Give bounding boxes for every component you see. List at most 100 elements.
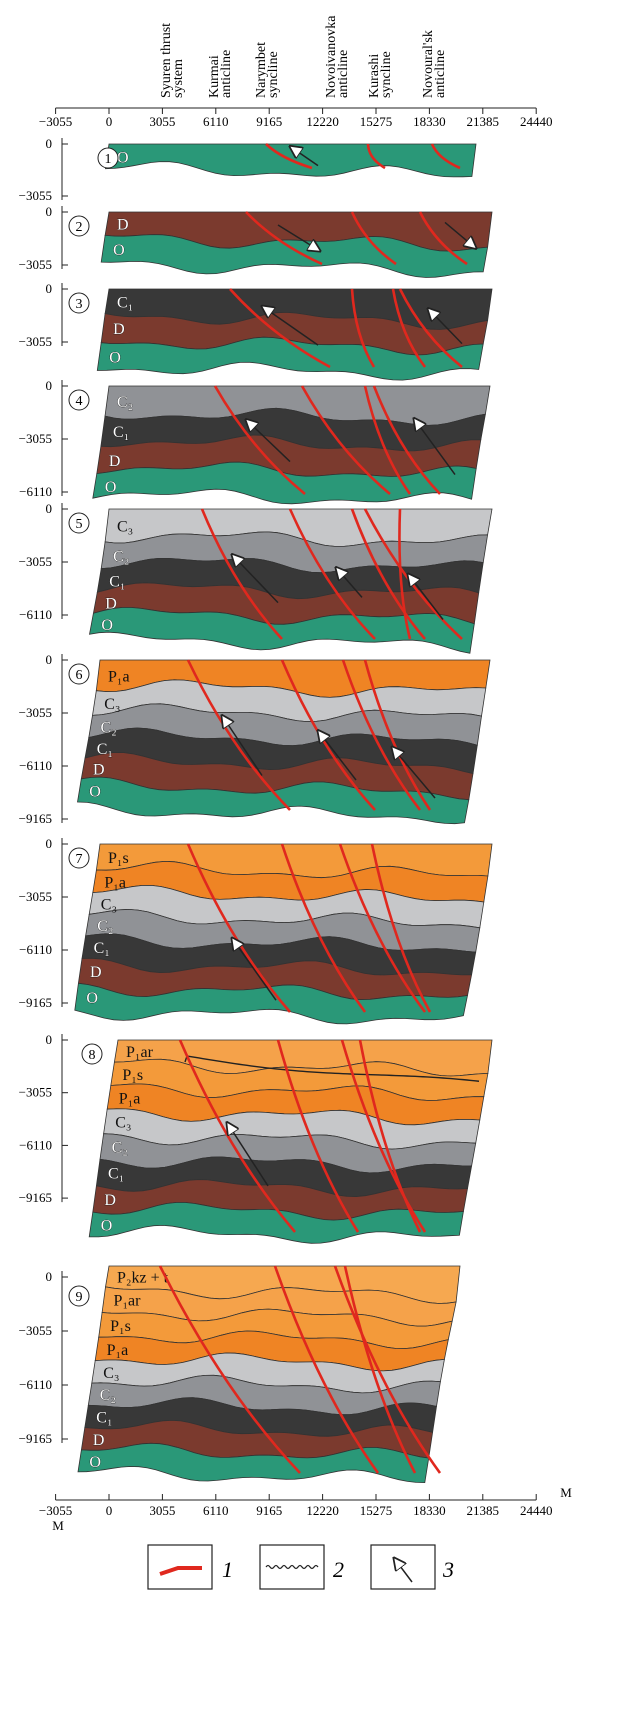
y-axis-label: −3055 xyxy=(19,334,52,349)
layer-label: P₁s xyxy=(110,1318,131,1335)
y-axis-label: −3055 xyxy=(19,1323,52,1338)
bottom-axis-label: 9165 xyxy=(256,1503,282,1518)
top-axis-label: 0 xyxy=(106,114,113,129)
y-axis-label: 0 xyxy=(46,281,53,296)
layer-label: C₂ xyxy=(117,394,133,411)
bottom-axis-label: 3055 xyxy=(149,1503,175,1518)
y-axis-label: −3055 xyxy=(19,554,52,569)
layer-label: C₂ xyxy=(112,1139,128,1156)
bottom-axis-label: 21385 xyxy=(467,1503,500,1518)
legend-fault-icon xyxy=(160,1568,202,1574)
layer-label: C₃ xyxy=(104,696,120,713)
layer-label: D xyxy=(117,217,129,234)
top-axis-label: 18330 xyxy=(413,114,446,129)
layer-label: D xyxy=(93,761,105,778)
layer-label: C₂ xyxy=(97,918,113,935)
y-axis-label: −9165 xyxy=(19,811,52,826)
top-axis-label: 6110 xyxy=(203,114,229,129)
y-axis-label: −9165 xyxy=(19,1431,52,1446)
panel: 0−3055−6110−9165P₁arP₁sP₁aC₃C₂C₁DO8 xyxy=(19,1032,492,1243)
panel: 0 −3055 C₁ DO 3 xyxy=(19,281,492,380)
panel-number: 7 xyxy=(76,852,83,867)
y-axis-label: −3055 xyxy=(19,188,52,203)
layer-label: C₂ xyxy=(113,548,129,565)
legend-label: 1 xyxy=(222,1557,233,1582)
figure: Syuren thrustsystemKurmaianticlineNarymb… xyxy=(0,0,632,1712)
layer-label: D xyxy=(113,321,125,338)
layer-label: P₁ar xyxy=(126,1044,154,1061)
layer-label: C₂ xyxy=(100,1387,116,1404)
layer-label: D xyxy=(90,964,102,981)
legend-box xyxy=(371,1545,435,1589)
y-axis-label: −6110 xyxy=(19,484,52,499)
axis-unit: M xyxy=(52,1518,64,1533)
legend-label: 2 xyxy=(333,1557,344,1582)
layer-label: C₁ xyxy=(96,1409,112,1426)
layer-label: O xyxy=(109,350,121,367)
layer-label: C₁ xyxy=(108,1166,124,1183)
panel-number: 4 xyxy=(76,394,83,409)
panel: 0−3055−6110−9165P₂kz + tP₁arP₁sP₁aC₃C₂C₁… xyxy=(19,1266,460,1483)
axis-unit: M xyxy=(560,1485,572,1500)
top-axis-label: 15275 xyxy=(360,114,393,129)
layer-label: C₃ xyxy=(101,896,117,913)
layer-label: O xyxy=(105,479,117,496)
y-axis-label: −6110 xyxy=(19,607,52,622)
layer-label: D xyxy=(104,1192,116,1209)
layer-label: P₁ar xyxy=(114,1293,142,1310)
y-axis-label: −9165 xyxy=(19,1190,52,1205)
layer-label: C₃ xyxy=(103,1365,119,1382)
panel-number: 5 xyxy=(76,517,83,532)
y-axis-label: −6110 xyxy=(19,1137,52,1152)
y-axis-label: 0 xyxy=(46,136,53,151)
panel: 0−3055DO2 xyxy=(19,204,492,278)
top-axis-label: 3055 xyxy=(149,114,175,129)
panel-number: 6 xyxy=(76,668,83,683)
top-axis-label: −3055 xyxy=(39,114,72,129)
layer-label: O xyxy=(117,149,129,166)
panel: 0 −3055 O1 xyxy=(19,136,476,203)
y-axis-label: 0 xyxy=(46,378,53,393)
panel-number: 8 xyxy=(89,1048,96,1063)
legend-arrow-icon xyxy=(394,1558,412,1582)
y-axis-label: −9165 xyxy=(19,995,52,1010)
layer-label: C₁ xyxy=(113,424,129,441)
panel: 0−3055−6110−9165P₁sP₁aC₃C₂C₁DO7 xyxy=(19,836,492,1024)
layer-label: C₁ xyxy=(117,294,133,311)
legend xyxy=(148,1545,435,1589)
y-axis-label: −3055 xyxy=(19,431,52,446)
layer-label: D xyxy=(93,1432,105,1449)
y-axis-label: −6110 xyxy=(19,758,52,773)
y-axis-label: −3055 xyxy=(19,257,52,272)
panel-number: 1 xyxy=(105,152,112,167)
layer-label: O xyxy=(101,1217,113,1234)
y-axis-label: 0 xyxy=(46,1269,53,1284)
layer-label: P₁a xyxy=(104,874,126,891)
layer-label: O xyxy=(89,1454,101,1471)
layer-label: D xyxy=(109,453,121,470)
layer-label: C₁ xyxy=(97,741,113,758)
bottom-axis-label: −3055 xyxy=(39,1503,72,1518)
layer-label: C₂ xyxy=(101,719,117,736)
layer-label: P₁s xyxy=(108,850,129,867)
y-axis-label: −6110 xyxy=(19,942,52,957)
y-axis-label: 0 xyxy=(46,836,53,851)
legend-label: 3 xyxy=(442,1557,454,1582)
layer-label: O xyxy=(86,990,98,1007)
panel-number: 3 xyxy=(76,297,83,312)
top-axis-label: 24440 xyxy=(520,114,553,129)
bottom-axis-label: 24440 xyxy=(520,1503,553,1518)
bottom-axis-label: 15275 xyxy=(360,1503,393,1518)
layer-label: C₁ xyxy=(109,573,125,590)
layer-label: O xyxy=(101,617,113,634)
layer-label: C₃ xyxy=(115,1114,131,1131)
layer-label: D xyxy=(105,596,117,613)
bottom-axis-label: 6110 xyxy=(203,1503,229,1518)
structure-label: anticline xyxy=(336,50,351,98)
structure-label: anticline xyxy=(433,50,448,98)
layer-label: O xyxy=(113,242,125,259)
structure-label: system xyxy=(171,59,186,98)
bottom-axis-label: 0 xyxy=(106,1503,113,1518)
y-axis-label: −3055 xyxy=(19,889,52,904)
